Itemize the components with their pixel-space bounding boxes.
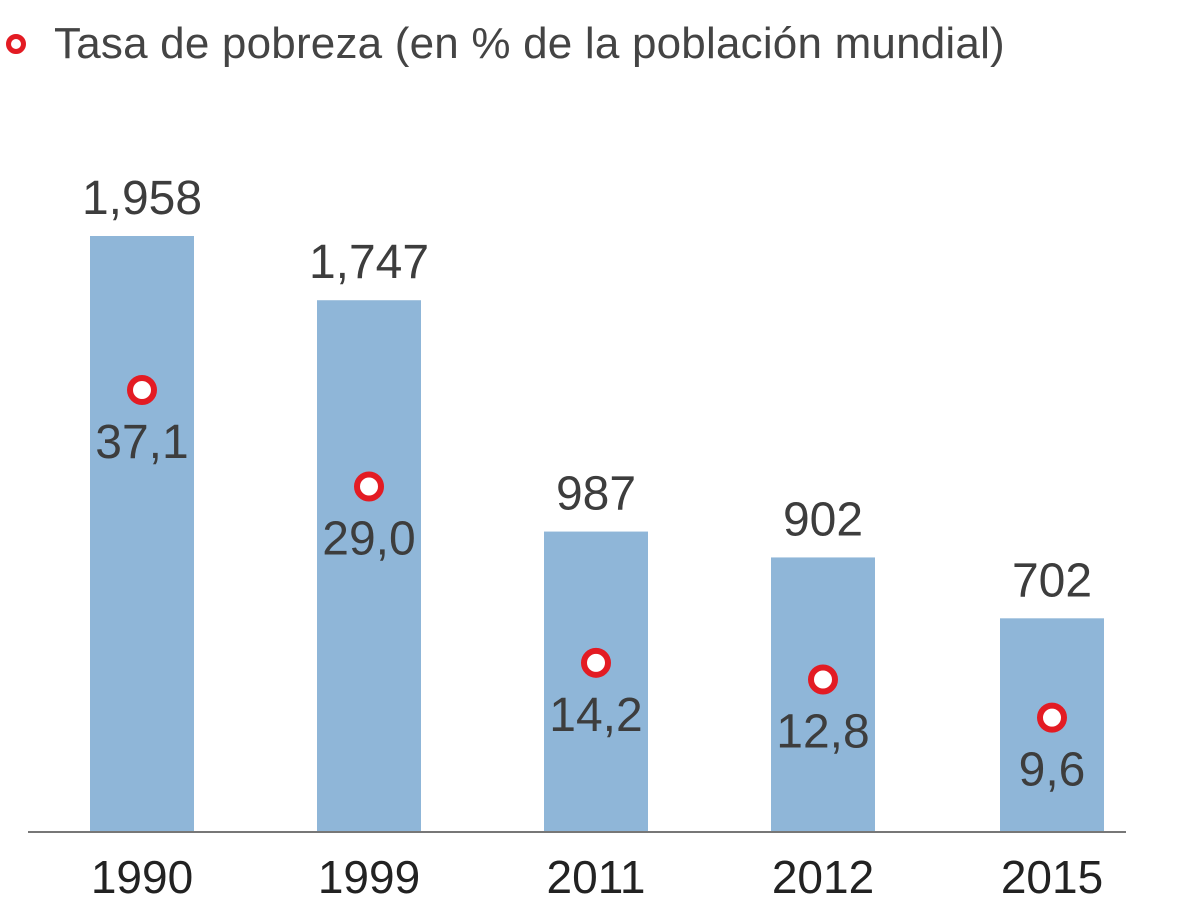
rate-marker: [1037, 702, 1067, 733]
legend: Tasa de pobreza (en % de la población mu…: [6, 14, 1005, 74]
bar-value-label: 987: [556, 468, 636, 521]
x-tick-label: 1990: [91, 851, 193, 900]
bar-value-label: 1,747: [309, 236, 429, 289]
bar-value-label: 1,958: [82, 172, 202, 225]
rate-value-label: 12,8: [776, 706, 869, 759]
x-tick-label: 2012: [772, 851, 874, 900]
x-tick-label: 2011: [547, 851, 646, 900]
rate-marker: [354, 471, 384, 502]
rate-marker: [127, 375, 157, 405]
x-tick-label: 1999: [318, 851, 420, 900]
legend-label: Tasa de pobreza (en % de la población mu…: [54, 19, 1005, 68]
rate-marker: [581, 647, 611, 678]
rate-value-label: 14,2: [549, 689, 642, 742]
bar: [771, 557, 875, 832]
rate-value-label: 37,1: [95, 416, 188, 469]
bar: [90, 236, 194, 832]
rate-value-label: 29,0: [322, 513, 415, 566]
bar-value-label: 902: [783, 493, 863, 546]
bar: [544, 531, 648, 832]
hollow-circle-icon: [6, 34, 26, 54]
bar-value-label: 702: [1012, 554, 1092, 607]
rate-marker: [808, 664, 838, 695]
bar: [317, 300, 421, 832]
x-tick-label: 2015: [1001, 851, 1103, 900]
rate-value-label: 9,6: [1019, 744, 1086, 797]
